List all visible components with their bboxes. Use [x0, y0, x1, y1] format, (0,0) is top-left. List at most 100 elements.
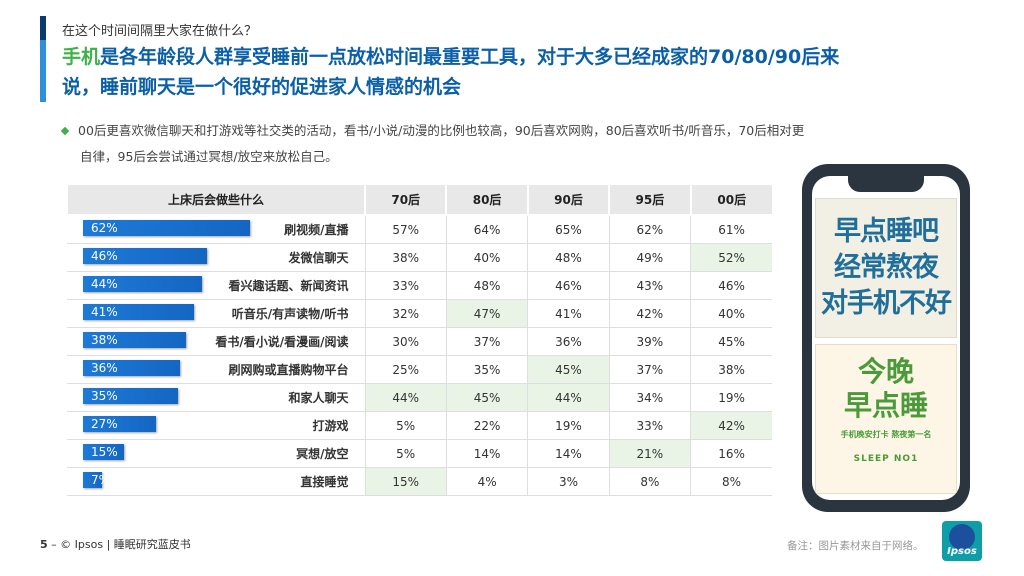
header-cohort: 70后 [363, 185, 447, 216]
table-row: 35% 和家人聊天 44% 45% 44% 34% 19% [67, 383, 772, 412]
bullet-line1: 00后更喜欢微信聊天和打游戏等社交类的活动，看书/小说/动漫的比例也较高，90后… [78, 123, 805, 138]
overall-pct: 62% [91, 221, 118, 235]
cohort-value: 21% [608, 439, 691, 468]
cohort-value: 45% [690, 327, 772, 356]
cohort-value: 65% [527, 215, 610, 244]
activity-cell: 46% 发微信聊天 [67, 243, 365, 272]
cohort-value: 32% [364, 299, 447, 328]
header-cohort: 95后 [608, 185, 691, 216]
cohort-value: 33% [364, 271, 447, 300]
cohort-value: 37% [608, 355, 691, 384]
overall-bar [83, 332, 186, 348]
overall-bar [83, 220, 250, 236]
overall-pct: 7% [91, 473, 111, 487]
overall-pct: 27% [91, 417, 118, 431]
activity-label: 发微信聊天 [288, 251, 349, 265]
poster-sleep-early: 早点睡吧 经常熬夜 对手机不好 [815, 198, 957, 338]
cohort-value: 19% [690, 383, 772, 412]
cohort-value: 40% [690, 299, 772, 328]
cohort-value: 33% [608, 411, 691, 440]
cohort-value: 25% [364, 355, 447, 384]
overall-pct: 46% [91, 249, 118, 263]
cohort-value: 5% [364, 439, 447, 468]
cohort-value: 3% [527, 467, 610, 496]
poster2-small-text: 手机晚安打卡 熬夜第一名 [840, 430, 932, 439]
activity-label: 打游戏 [312, 419, 349, 433]
table-header-row: 上床后会做些什么 70后 80后 90后 95后 00后 [66, 185, 772, 216]
activity-cell: 27% 打游戏 [67, 411, 365, 440]
cohort-value: 40% [445, 243, 528, 272]
cohort-value: 45% [445, 383, 528, 412]
bullet-diamond-icon [60, 126, 70, 135]
poster1-line: 经常熬夜 [834, 252, 939, 283]
cohort-value: 57% [364, 215, 447, 244]
cohort-value: 62% [608, 215, 691, 244]
headline-highlight: 手机 [62, 46, 101, 68]
overall-bar [83, 248, 207, 264]
cohort-value: 49% [608, 243, 691, 272]
logo-circle [949, 524, 975, 550]
cohort-value: 61% [690, 215, 772, 244]
activity-label: 直接睡觉 [300, 475, 349, 489]
overall-pct: 44% [91, 277, 118, 291]
table-row: 7% 直接睡觉 15% 4% 3% 8% 8% [67, 467, 772, 496]
footer-note: 备注：图片素材来自于网络。 [787, 540, 924, 552]
poster-tonight: 今晚 早点睡 手机晚安打卡 熬夜第一名 SLEEP NO1 [815, 344, 957, 494]
overall-bar [83, 304, 194, 320]
footer-copyright: © Ipsos | 睡眠研究蓝皮书 [60, 538, 191, 551]
table-row: 46% 发微信聊天 38% 40% 48% 49% 52% [67, 243, 772, 272]
page-headline: 手机是各年龄段人群享受睡前一点放松时间最重要工具，对于大多已经成家的70/80/… [62, 42, 962, 102]
overall-pct: 15% [91, 445, 118, 459]
phone-illustration: 早点睡吧 经常熬夜 对手机不好 今晚 早点睡 手机晚安打卡 熬夜第一名 SLEE… [802, 164, 970, 512]
activity-label: 冥想/放空 [296, 447, 349, 461]
poster2-line2: 早点睡 [843, 389, 928, 422]
poster1-line: 早点睡吧 [834, 216, 939, 247]
activity-cell: 7% 直接睡觉 [67, 467, 365, 496]
cohort-value: 15% [364, 467, 447, 496]
table-row: 36% 刷网购或直播购物平台 25% 35% 45% 37% 38% [67, 355, 772, 384]
ipsos-logo: Ipsos [942, 521, 982, 561]
cohort-value: 30% [364, 327, 447, 356]
activity-cell: 44% 看兴趣话题、新闻资讯 [67, 271, 365, 300]
insight-bullet: 00后更喜欢微信聊天和打游戏等社交类的活动，看书/小说/动漫的比例也较高，90后… [60, 118, 962, 170]
cohort-value: 38% [690, 355, 772, 384]
cohort-value: 43% [608, 271, 691, 300]
page-kicker: 在这个时间间隔里大家在做什么？ [62, 24, 258, 39]
cohort-value: 14% [527, 439, 610, 468]
table-row: 44% 看兴趣话题、新闻资讯 33% 48% 46% 43% 46% [67, 271, 772, 300]
activity-label: 听音乐/有声读物/听书 [231, 307, 349, 321]
cohort-value: 37% [445, 327, 528, 356]
overall-bar [83, 416, 156, 432]
cohort-value: 52% [690, 243, 772, 272]
overall-pct: 36% [91, 361, 118, 375]
activity-cell: 38% 看书/看小说/看漫画/阅读 [67, 327, 365, 356]
overall-pct: 38% [91, 333, 118, 347]
header-activity: 上床后会做些什么 [66, 185, 365, 216]
activity-label: 看兴趣话题、新闻资讯 [228, 279, 349, 293]
table-row: 38% 看书/看小说/看漫画/阅读 30% 37% 36% 39% 45% [67, 327, 772, 356]
cohort-value: 39% [608, 327, 691, 356]
cohort-value: 36% [527, 327, 610, 356]
headline-line1: 是各年龄段人群享受睡前一点放松时间最重要工具，对于大多已经成家的70/80/90… [100, 46, 840, 68]
overall-pct: 41% [91, 305, 118, 319]
overall-bar [83, 360, 180, 376]
logo-text: Ipsos [947, 546, 977, 557]
footer-dash: – [47, 538, 61, 551]
activity-cell: 35% 和家人聊天 [67, 383, 365, 412]
cohort-value: 22% [445, 411, 528, 440]
cohort-value: 38% [364, 243, 447, 272]
table-row: 62% 刷视频/直播 57% 64% 65% 62% 61% [67, 215, 772, 244]
overall-bar [83, 472, 102, 488]
cohort-value: 16% [690, 439, 772, 468]
table-row: 15% 冥想/放空 5% 14% 14% 21% 16% [67, 439, 772, 468]
table-row: 41% 听音乐/有声读物/听书 32% 47% 41% 42% 40% [67, 299, 772, 328]
cohort-value: 46% [690, 271, 772, 300]
activity-label: 看书/看小说/看漫画/阅读 [215, 335, 349, 349]
header-cohort: 90后 [526, 185, 610, 216]
overall-bar [83, 444, 124, 460]
activity-table: 上床后会做些什么 70后 80后 90后 95后 00后 62% 刷视频/直播 57% 64% 6… [66, 185, 772, 496]
cohort-value: 47% [445, 299, 528, 328]
accent-bar-top [40, 16, 46, 40]
headline-line2: 说，睡前聊天是一个很好的促进家人情感的机会 [62, 76, 462, 98]
header-cohort: 80后 [445, 185, 528, 216]
